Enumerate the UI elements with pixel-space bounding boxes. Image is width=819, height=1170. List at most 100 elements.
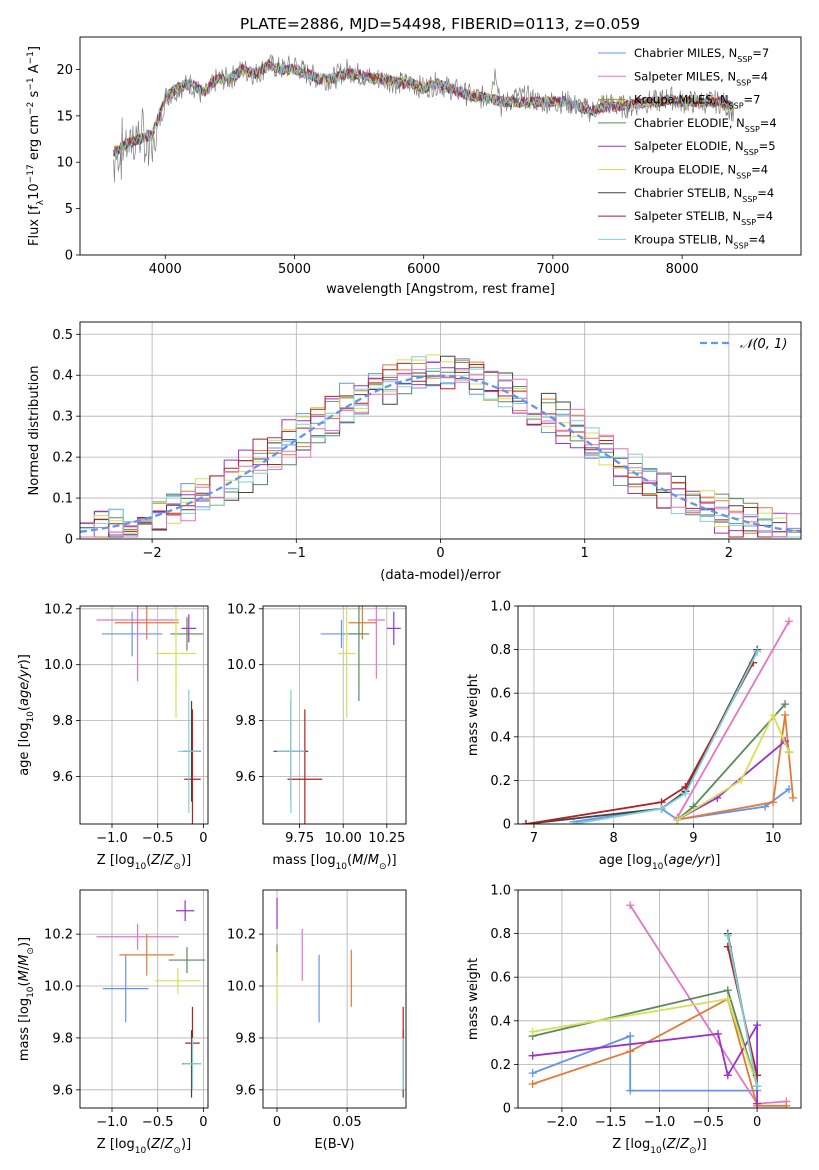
- y-tick-label: 0.2: [490, 1058, 511, 1073]
- weight-marker: [521, 820, 530, 824]
- mass_vs_Z-ylabel-part: 10: [26, 986, 36, 998]
- legend-label-tail: =4: [756, 209, 773, 223]
- y-tick-label: 10.0: [227, 980, 256, 995]
- weight-marker: [657, 804, 666, 813]
- weight_vs_Z-xlabel-part: 10: [650, 1146, 662, 1156]
- weight-marker: [626, 1032, 635, 1041]
- x-tick-label: 0: [273, 1115, 281, 1130]
- weight-marker: [528, 1069, 537, 1078]
- weight_vs_age-xlabel-part: log: [632, 853, 652, 868]
- age_vs_Z-xlabel-part: (: [146, 853, 151, 868]
- errorbar-point: [154, 967, 201, 994]
- residuals-axes: −2 −1 0 1 2 0 0.1 0.2 0.3 0.4 0.5: [52, 322, 801, 561]
- age_vs_Z-xlabel-part: Z [: [97, 853, 115, 868]
- y-tick-label: 0.4: [490, 730, 511, 745]
- y-tick-label: 10.0: [227, 658, 256, 673]
- y-tick-label: 0.1: [52, 492, 73, 507]
- x-tick-label: 7000: [536, 262, 569, 277]
- spectrum-ylabel-part: ]: [27, 46, 42, 51]
- errorbar-point: [337, 606, 356, 718]
- spectrum-ylabel-part: λ: [36, 199, 46, 205]
- y-tick-label: 10.2: [44, 602, 73, 617]
- legend-label-tail: =4: [760, 116, 777, 130]
- y-tick-label: 0.4: [490, 1014, 511, 1029]
- weight-marker: [528, 1027, 537, 1036]
- age_vs_Z-ylabel-part: age/yr: [17, 663, 32, 706]
- mass_vs_Z-ylabel: mass [log10(M/M⊙)]: [17, 937, 36, 1061]
- spectrum-ylabel: Flux [fλ10−17 erg cm−2 s−1 A−1]: [26, 46, 46, 246]
- weight-marker: [769, 711, 778, 719]
- legend-label-sub: SSP: [744, 148, 759, 157]
- spectrum-ylabel-part: −17: [26, 164, 36, 183]
- spectrum-frame: [79, 36, 802, 256]
- weight-marker: [781, 711, 790, 719]
- x-tick-label: 0: [753, 1115, 761, 1130]
- spectrum-ylabel-part: s: [27, 90, 42, 101]
- mass_vs_ebv-plot-area: [276, 897, 404, 1098]
- legend-label-tail: =4: [751, 69, 768, 83]
- age_vs_mass-xlabel: mass [log10(M/M⊙)]: [272, 853, 396, 872]
- residuals-frame: [79, 321, 802, 540]
- age_vs_Z-ylabel: age [log10(age/yr)]: [17, 654, 36, 776]
- model-line: [113, 62, 734, 157]
- residuals-plot-area: [80, 354, 801, 538]
- mass_vs_ebv-axes: 0 0.05 9.6 9.8 10.0 10.2: [227, 890, 406, 1130]
- y-tick-label: 9.6: [235, 770, 256, 785]
- mass_vs_Z-ylabel-part: )]: [17, 937, 32, 947]
- x-tick-label: 0: [199, 1115, 207, 1130]
- x-tick-label: −1.5: [595, 1115, 627, 1130]
- errorbar-point: [176, 900, 195, 922]
- weight-marker: [785, 748, 794, 757]
- y-tick-label: 20: [56, 63, 73, 78]
- mass_vs_Z-xlabel-part: Z [: [97, 1137, 115, 1152]
- weight_vs_age-xlabel-part: )]: [710, 853, 720, 868]
- weight-line: [677, 714, 794, 821]
- mass_vs_ebv-xlabel: E(B-V): [314, 1137, 354, 1152]
- y-tick-label: 0.2: [52, 451, 73, 466]
- weight-line: [726, 935, 758, 1087]
- mass_vs_Z-axes: −1.0 −0.5 0 9.6 9.8 10.0 10.2: [44, 890, 208, 1130]
- weight_vs_Z-xlabel-part: /: [676, 1137, 681, 1152]
- legend-label-sub: SSP: [729, 101, 744, 110]
- mass_vs_Z-xlabel-part: Z: [164, 1137, 175, 1152]
- gaussian-curve: [80, 374, 801, 533]
- weight-marker: [681, 789, 690, 798]
- weight-marker: [723, 995, 732, 1003]
- legend-label: Kroupa MILES, NSSP=7: [634, 93, 760, 111]
- legend-label-sub: SSP: [736, 171, 751, 180]
- age_vs_Z-xlabel-part: /: [160, 853, 165, 868]
- weight-marker: [528, 1051, 537, 1060]
- y-tick-label: 10.2: [227, 928, 256, 943]
- x-tick-label: 9: [689, 831, 697, 846]
- weight-marker: [528, 1080, 537, 1089]
- age_vs_mass-xlabel-part: ⊙: [379, 862, 387, 872]
- age_vs_Z-xlabel-part: )]: [181, 853, 191, 868]
- spectrum-ylabel-part: −1: [26, 51, 36, 64]
- weight_vs_Z-frame: [517, 889, 802, 1109]
- errorbar-point: [177, 689, 200, 813]
- y-tick-label: 0.8: [490, 643, 511, 658]
- age_vs_mass-xlabel-part: log: [316, 853, 336, 868]
- age_vs_Z-xlabel-part: 10: [135, 862, 147, 872]
- weight-marker: [626, 1086, 635, 1095]
- weight-marker: [781, 700, 790, 709]
- legend-label-main: Salpeter STELIB, N: [634, 209, 741, 223]
- legend-label-sub: SSP: [741, 218, 756, 227]
- errorbar-point: [367, 606, 386, 679]
- residuals-xlabel: (data-model)/error: [380, 568, 501, 583]
- y-tick-label: 9.8: [52, 1031, 73, 1046]
- mass_vs_Z-xlabel-part: 10: [135, 1146, 147, 1156]
- spectrum-ylabel-part: erg cm: [27, 115, 42, 164]
- y-tick-label: 9.6: [52, 770, 73, 785]
- age_vs_Z-xlabel-part: ⊙: [173, 862, 181, 872]
- legend-label-sub: SSP: [742, 194, 757, 203]
- weight_vs_Z-plot-area: [528, 901, 791, 1108]
- weight-marker: [789, 793, 798, 802]
- weight_vs_age-xlabel: age [log10(age/yr)]: [599, 853, 721, 872]
- spectrum-axes: 4000 5000 6000 7000 8000 0 5 10 15 20: [56, 63, 698, 277]
- weight-marker: [753, 647, 762, 656]
- mass_vs_Z-ylabel-part: mass [: [17, 1018, 32, 1061]
